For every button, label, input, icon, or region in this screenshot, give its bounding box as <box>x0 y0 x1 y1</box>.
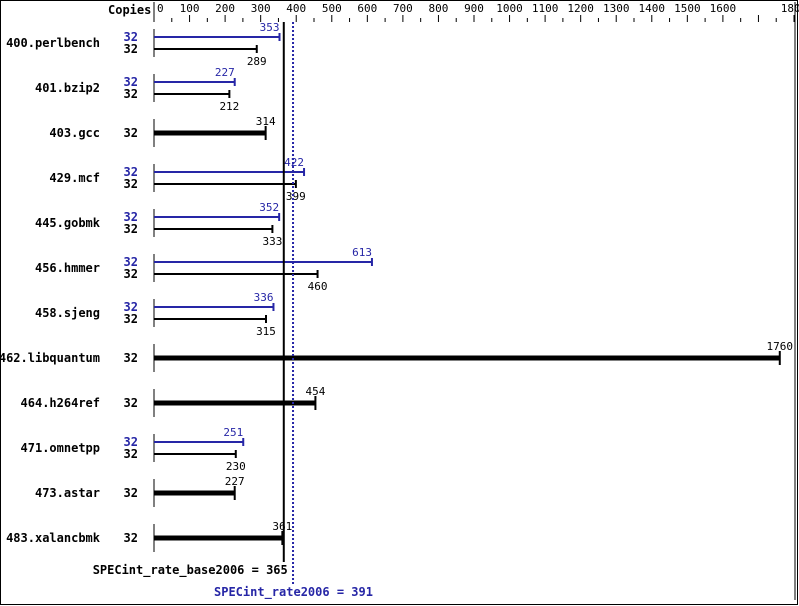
tick-label: 700 <box>393 2 413 15</box>
base-copies: 32 <box>124 87 138 101</box>
base-value: 333 <box>262 235 282 248</box>
peak-value: 353 <box>260 21 280 34</box>
tick-label: 1300 <box>603 2 630 15</box>
peak-value: 336 <box>254 291 274 304</box>
base-copies: 32 <box>124 126 138 140</box>
base-copies: 32 <box>124 222 138 236</box>
base-value: 212 <box>219 100 239 113</box>
benchmark-label: 401.bzip2 <box>35 81 100 95</box>
tick-label: 900 <box>464 2 484 15</box>
peak-value: 613 <box>352 246 372 259</box>
base-value: 361 <box>272 520 292 533</box>
base-copies: 32 <box>124 531 138 545</box>
base-copies: 32 <box>124 351 138 365</box>
benchmark-label: 464.h264ref <box>21 396 100 410</box>
tick-label: 1100 <box>532 2 559 15</box>
tick-label: 100 <box>180 2 200 15</box>
base-summary-label: SPECint_rate_base2006 = 365 <box>93 563 288 578</box>
peak-value: 352 <box>259 201 279 214</box>
peak-copies: 32 <box>124 255 138 269</box>
benchmark-label: 483.xalancbmk <box>6 531 101 545</box>
tick-label: 1000 <box>496 2 523 15</box>
axis-label: Copies <box>108 3 151 17</box>
peak-summary-label: SPECint_rate2006 = 391 <box>214 585 373 600</box>
base-value: 315 <box>256 325 276 338</box>
tick-label: 1500 <box>674 2 701 15</box>
tick-label: 600 <box>357 2 377 15</box>
benchmark-label: 458.sjeng <box>35 306 100 320</box>
peak-value: 227 <box>215 66 235 79</box>
benchmark-label: 403.gcc <box>49 126 100 140</box>
peak-copies: 32 <box>124 30 138 44</box>
benchmark-label: 400.perlbench <box>6 36 100 50</box>
base-value: 399 <box>286 190 306 203</box>
tick-label: 1800 <box>781 2 799 15</box>
peak-copies: 32 <box>124 165 138 179</box>
benchmark-label: 456.hmmer <box>35 261 100 275</box>
tick-label: 500 <box>322 2 342 15</box>
benchmark-label: 429.mcf <box>49 171 100 185</box>
tick-label: 1600 <box>710 2 737 15</box>
peak-value: 422 <box>284 156 304 169</box>
tick-label: 0 <box>157 2 164 15</box>
peak-copies: 32 <box>124 210 138 224</box>
base-value: 460 <box>308 280 328 293</box>
base-value: 227 <box>225 475 245 488</box>
peak-copies: 32 <box>124 300 138 314</box>
tick-label: 1400 <box>639 2 666 15</box>
benchmark-label: 445.gobmk <box>35 216 101 230</box>
base-value: 289 <box>247 55 267 68</box>
tick-label: 300 <box>251 2 271 15</box>
base-copies: 32 <box>124 396 138 410</box>
base-copies: 32 <box>124 42 138 56</box>
benchmark-label: 462.libquantum <box>0 351 100 365</box>
base-copies: 32 <box>124 447 138 461</box>
peak-copies: 32 <box>124 435 138 449</box>
base-copies: 32 <box>124 486 138 500</box>
tick-label: 800 <box>429 2 449 15</box>
base-value: 314 <box>256 115 276 128</box>
benchmark-label: 471.omnetpp <box>21 441 100 455</box>
peak-value: 251 <box>223 426 243 439</box>
base-value: 230 <box>226 460 246 473</box>
base-value: 454 <box>305 385 325 398</box>
tick-label: 200 <box>215 2 235 15</box>
base-copies: 32 <box>124 312 138 326</box>
base-value: 1760 <box>767 340 794 353</box>
peak-copies: 32 <box>124 75 138 89</box>
benchmark-label: 473.astar <box>35 486 100 500</box>
base-copies: 32 <box>124 267 138 281</box>
tick-label: 400 <box>286 2 306 15</box>
tick-label: 1200 <box>567 2 594 15</box>
base-copies: 32 <box>124 177 138 191</box>
